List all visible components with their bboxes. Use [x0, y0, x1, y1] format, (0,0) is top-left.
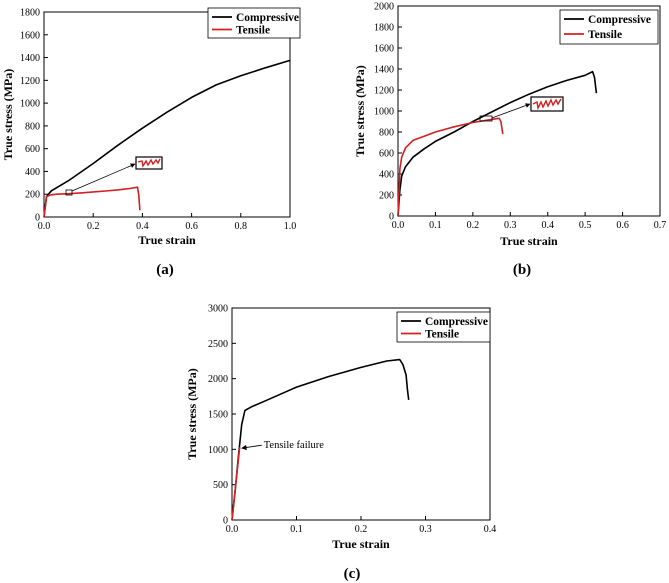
panel-c: 0.0 0.1 0.2 0.3 0.4 0 500 1000 1500 2000 2500 3000 T…: [185, 304, 496, 552]
x-tick-label: 0.6: [185, 221, 198, 232]
y-tick-label: 1500: [208, 410, 228, 421]
y-tick-label: 2000: [374, 2, 394, 13]
x-tick-label: 0.4: [484, 524, 497, 535]
x-tick-label: 0.0: [392, 220, 405, 231]
legend-box: [559, 9, 659, 45]
x-tick-label: 0.4: [136, 221, 149, 232]
y-tick-label: 200: [379, 191, 394, 202]
panel-b: 0.0 0.1 0.2 0.3 0.4 0.5 0.6 0.7 0 200 400 600 800 100…: [353, 2, 666, 249]
annotation-arrow: [241, 444, 262, 451]
series-line-tensile: [397, 117, 504, 217]
y-tick-label: 800: [379, 128, 394, 139]
legend-label: Compressive: [236, 12, 299, 24]
x-tick-label: 0.2: [87, 221, 100, 232]
y-axis-title: True stress (MPa): [1, 69, 15, 161]
caption-c: (c): [344, 566, 361, 582]
zoom-arrow: [491, 103, 531, 119]
x-tick-label: 0.0: [38, 221, 51, 232]
y-tick-label: 0: [389, 212, 394, 223]
x-tick-label: 0.8: [235, 221, 248, 232]
legend-box: [396, 311, 491, 343]
series-line-compressive: [43, 59, 291, 218]
panel-a: 0.0 0.2 0.4 0.6 0.8 1.0 0 200 400 600 800 1000 1200 1…: [1, 7, 301, 247]
x-tick-label: 0.7: [654, 220, 667, 231]
x-tick-label: 0.3: [419, 524, 432, 535]
y-tick-label: 400: [379, 170, 394, 181]
series-line-compressive: [231, 358, 410, 521]
y-tick-label: 200: [25, 190, 40, 201]
caption-a: (a): [156, 262, 174, 278]
y-tick-label: 1000: [208, 445, 228, 456]
legend-box: [207, 7, 301, 39]
x-axis-title: True strain: [500, 234, 558, 248]
annotation-text: Tensile failure: [264, 440, 325, 451]
y-tick-label: 1600: [20, 30, 40, 41]
y-tick-label: 1200: [20, 76, 40, 87]
y-axis-title: True stress (MPa): [353, 65, 367, 157]
zoom-inset-curve: [532, 98, 562, 111]
zoom-marker: [65, 189, 73, 196]
x-tick-label: 0.1: [290, 524, 303, 535]
y-tick-label: 1200: [374, 86, 394, 97]
y-tick-label: 2000: [208, 374, 228, 385]
x-tick-label: 0.6: [616, 220, 629, 231]
y-tick-label: 1400: [20, 53, 40, 64]
x-tick-label: 0.2: [467, 220, 480, 231]
legend-label: Tensile: [236, 25, 270, 37]
legend-label: Compressive: [425, 316, 488, 328]
x-axis-title: True strain: [138, 233, 196, 247]
y-tick-label: 800: [25, 121, 40, 132]
x-tick-label: 0.4: [541, 220, 554, 231]
y-tick-label: 1800: [374, 23, 394, 34]
y-tick-label: 1600: [374, 44, 394, 55]
y-tick-label: 600: [379, 149, 394, 160]
y-axis-title: True stress (MPa): [185, 368, 199, 460]
x-tick-label: 0.2: [355, 524, 368, 535]
x-axis-title: True strain: [332, 537, 390, 551]
x-tick-label: 0.5: [579, 220, 592, 231]
series-line-compressive: [397, 70, 598, 217]
plot-frame: [43, 11, 291, 218]
series-line-tensile: [231, 447, 241, 521]
legend-label: Tensile: [425, 329, 459, 341]
series-line-tensile: [43, 186, 141, 218]
zoom-arrow: [71, 163, 136, 192]
x-tick-label: 0.0: [226, 524, 239, 535]
y-tick-label: 3000: [208, 304, 228, 315]
y-tick-label: 1800: [20, 8, 40, 19]
y-tick-label: 500: [213, 480, 228, 491]
caption-b: (b): [513, 262, 531, 278]
x-tick-label: 0.3: [504, 220, 517, 231]
x-tick-label: 0.1: [429, 220, 442, 231]
legend-label: Tensile: [588, 29, 622, 41]
y-tick-label: 0: [223, 516, 228, 527]
x-tick-label: 1.0: [284, 221, 297, 232]
y-tick-label: 1400: [374, 65, 394, 76]
y-tick-label: 400: [25, 167, 40, 178]
zoom-inset-curve: [137, 158, 161, 168]
y-tick-label: 1000: [20, 99, 40, 110]
zoom-marker: [479, 115, 493, 122]
y-tick-label: 600: [25, 144, 40, 155]
legend-label: Compressive: [588, 14, 651, 26]
y-tick-label: 0: [35, 213, 40, 224]
y-tick-label: 1000: [374, 107, 394, 118]
y-tick-label: 2500: [208, 339, 228, 350]
